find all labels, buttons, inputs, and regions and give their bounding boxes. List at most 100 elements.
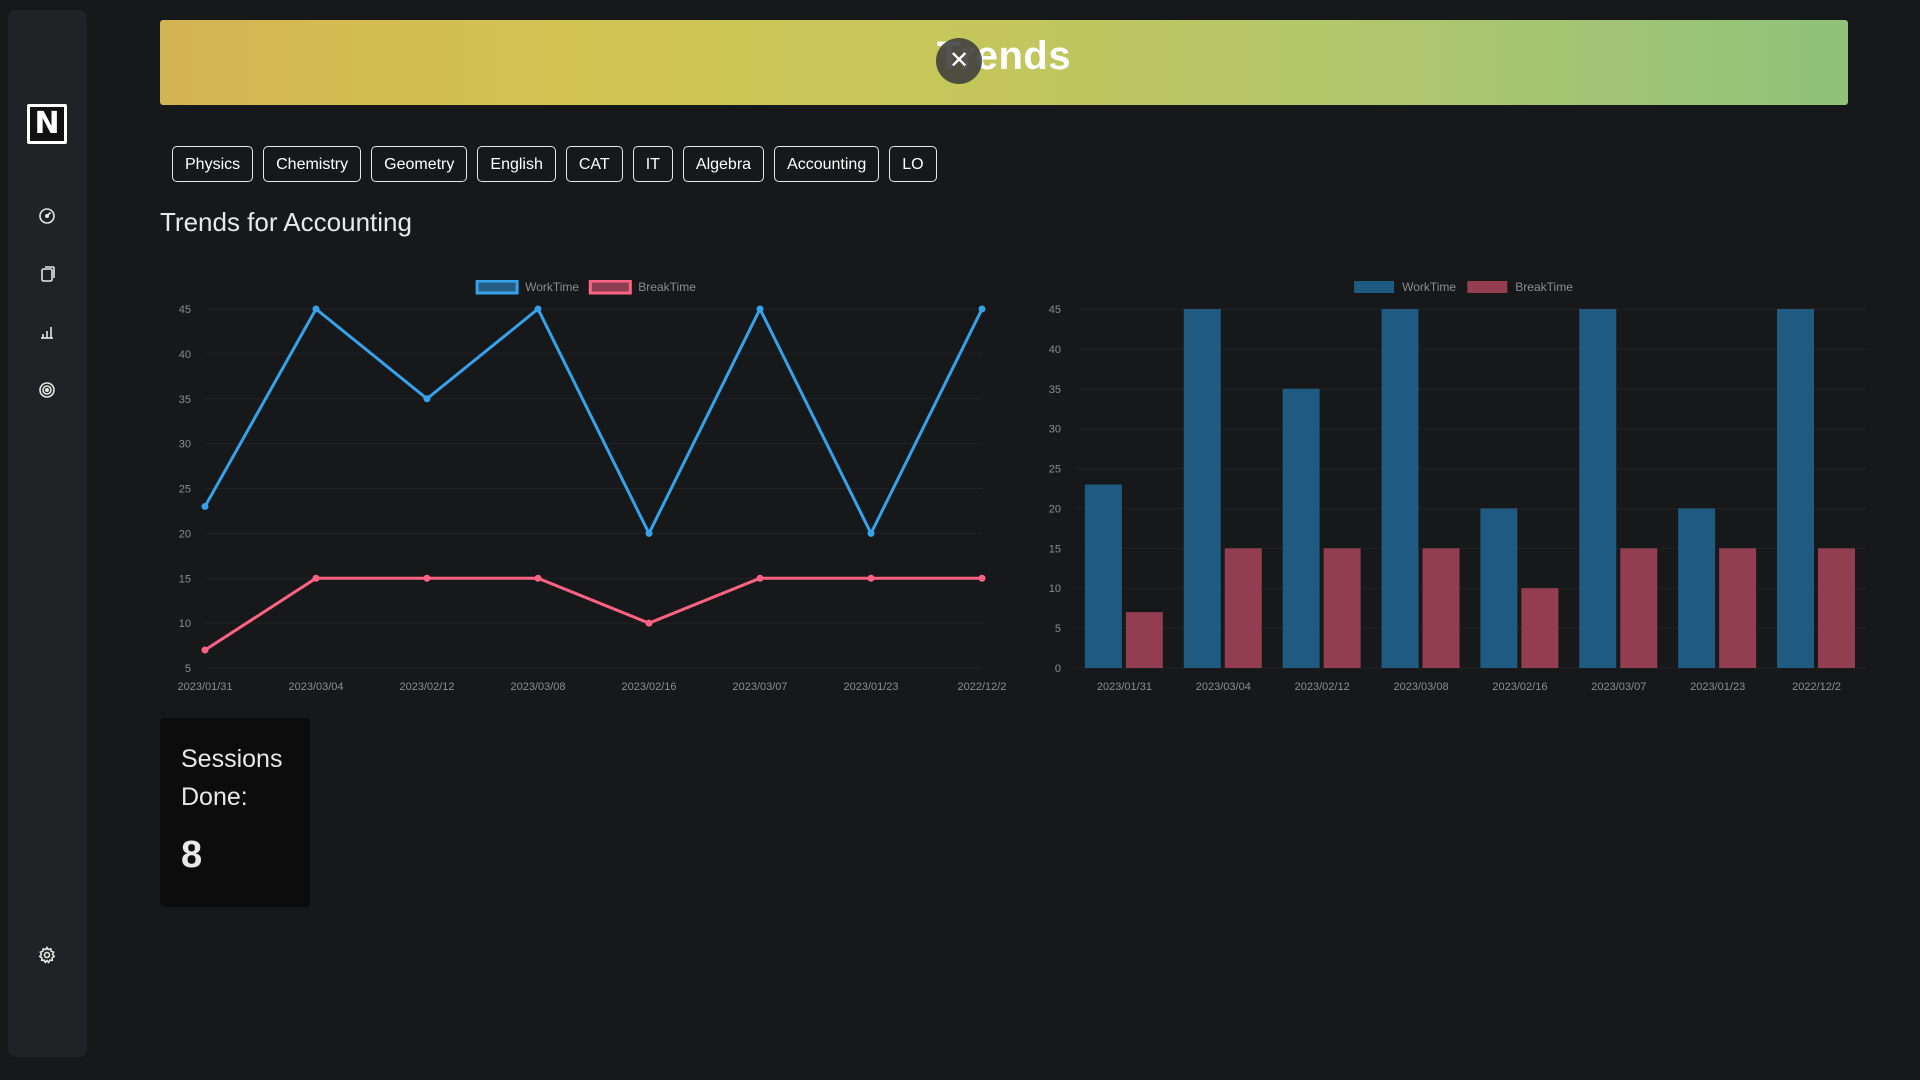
x-tick-label: 2023/01/23: [843, 681, 898, 693]
trends-banner: Trends ✕: [160, 20, 1848, 105]
bar-breaktime: [1818, 548, 1856, 668]
tab-cat[interactable]: CAT: [565, 146, 623, 182]
x-tick-label: 2022/12/2: [958, 681, 1007, 693]
tab-english[interactable]: English: [477, 146, 556, 182]
data-point: [534, 574, 542, 582]
legend-label: BreakTime: [1515, 280, 1573, 294]
settings-icon[interactable]: [37, 945, 57, 965]
bar-worktime: [1084, 484, 1122, 668]
tab-it[interactable]: IT: [632, 146, 673, 182]
x-tick-label: 2023/03/07: [1591, 681, 1646, 693]
close-icon: ✕: [948, 47, 970, 74]
data-point: [423, 395, 431, 403]
y-tick-label: 15: [1049, 543, 1061, 555]
bar-worktime: [1678, 508, 1716, 668]
x-tick-label: 2023/02/16: [621, 681, 676, 693]
y-tick-label: 10: [179, 618, 191, 630]
legend-swatch: [1467, 281, 1508, 293]
legend-label: WorkTime: [525, 280, 579, 294]
y-tick-label: 0: [1055, 663, 1061, 675]
x-tick-label: 2023/01/31: [177, 681, 232, 693]
y-tick-label: 35: [179, 394, 191, 406]
subject-tabs: Physics Chemistry Geometry English CAT I…: [172, 146, 937, 182]
x-tick-label: 2023/01/23: [1690, 681, 1745, 693]
legend-label: WorkTime: [1402, 280, 1456, 294]
data-point: [978, 305, 986, 313]
bar-breaktime: [1125, 612, 1163, 668]
bar-breaktime: [1422, 548, 1460, 668]
app-logo[interactable]: N: [27, 104, 67, 144]
data-point: [534, 305, 542, 313]
y-tick-label: 25: [1049, 464, 1061, 476]
x-tick-label: 2023/01/31: [1097, 681, 1152, 693]
tab-chemistry[interactable]: Chemistry: [263, 146, 362, 182]
legend-swatch: [1354, 281, 1395, 293]
legend-swatch: [588, 280, 632, 295]
page-title: Trends: [936, 34, 1072, 78]
data-point: [201, 646, 209, 654]
section-title: Trends for Accounting: [160, 207, 412, 237]
sessions-value: 8: [181, 834, 203, 876]
y-tick-label: 15: [179, 573, 191, 585]
y-tick-label: 30: [179, 439, 191, 451]
data-point: [423, 574, 431, 582]
data-point: [645, 529, 653, 537]
data-point: [867, 574, 875, 582]
notes-icon[interactable]: [37, 264, 57, 284]
x-tick-label: 2023/03/07: [732, 681, 787, 693]
sidebar: N: [8, 10, 87, 1057]
sessions-card: Sessions Done: 8: [160, 718, 310, 907]
data-point: [867, 529, 875, 537]
data-point: [756, 305, 764, 313]
bar-breaktime: [1620, 548, 1658, 668]
stats-icon[interactable]: [37, 322, 57, 342]
x-tick-label: 2023/02/12: [1295, 681, 1350, 693]
y-tick-label: 5: [185, 663, 191, 675]
y-tick-label: 45: [179, 304, 191, 316]
data-point: [312, 305, 320, 313]
y-tick-label: 40: [179, 349, 191, 361]
x-tick-label: 2023/03/04: [288, 681, 343, 693]
bar-worktime: [1480, 508, 1518, 668]
close-button[interactable]: ✕: [936, 38, 982, 84]
y-tick-label: 20: [179, 528, 191, 540]
y-tick-label: 5: [1055, 623, 1061, 635]
bar-chart-svg: 0 5 10 15 20 25 30 35 40 45 2023/01/31 2023/03/04 20…: [1049, 280, 1866, 693]
bar-chart: 0 5 10 15 20 25 30 35 40 45 2023/01/31 2023/03/04 20…: [1030, 280, 1900, 700]
x-tick-label: 2023/02/12: [399, 681, 454, 693]
tab-lo[interactable]: LO: [889, 146, 937, 182]
series-line-worktime: [203, 305, 984, 537]
bar-breaktime: [1224, 548, 1262, 668]
x-tick-label: 2023/03/08: [510, 681, 565, 693]
data-point: [756, 574, 764, 582]
y-tick-label: 45: [1049, 304, 1061, 316]
x-tick-label: 2022/12/2: [1792, 681, 1841, 693]
tab-physics[interactable]: Physics: [172, 146, 254, 182]
data-point: [645, 619, 653, 627]
tab-geometry[interactable]: Geometry: [371, 146, 468, 182]
bar-worktime: [1381, 309, 1419, 668]
tab-accounting[interactable]: Accounting: [774, 146, 880, 182]
y-tick-label: 35: [1049, 384, 1061, 396]
y-tick-label: 30: [1049, 424, 1061, 436]
data-point: [312, 574, 320, 582]
line-chart: 5 10 15 20 25 30 35 40 45 2023/01/31 2023/03/04 202…: [160, 280, 1020, 700]
data-point: [201, 502, 209, 510]
series-line-breaktime: [204, 576, 982, 652]
sessions-label: Sessions Done:: [181, 745, 283, 811]
tab-algebra[interactable]: Algebra: [682, 146, 765, 182]
bar-worktime: [1777, 309, 1815, 668]
legend-swatch: [475, 280, 519, 295]
logo-text: N: [30, 107, 64, 141]
bar-worktime: [1282, 388, 1320, 668]
dashboard-icon[interactable]: [37, 206, 57, 226]
x-tick-label: 2023/03/04: [1196, 681, 1251, 693]
bar-breaktime: [1323, 548, 1361, 668]
target-icon[interactable]: [37, 380, 57, 400]
line-chart-svg: 5 10 15 20 25 30 35 40 45 2023/01/31 2023/03/04 202…: [177, 280, 1007, 693]
y-tick-label: 25: [179, 484, 191, 496]
bar-worktime: [1183, 309, 1221, 668]
data-point: [978, 574, 986, 582]
x-tick-label: 2023/03/08: [1394, 681, 1449, 693]
x-tick-label: 2023/02/16: [1492, 681, 1547, 693]
